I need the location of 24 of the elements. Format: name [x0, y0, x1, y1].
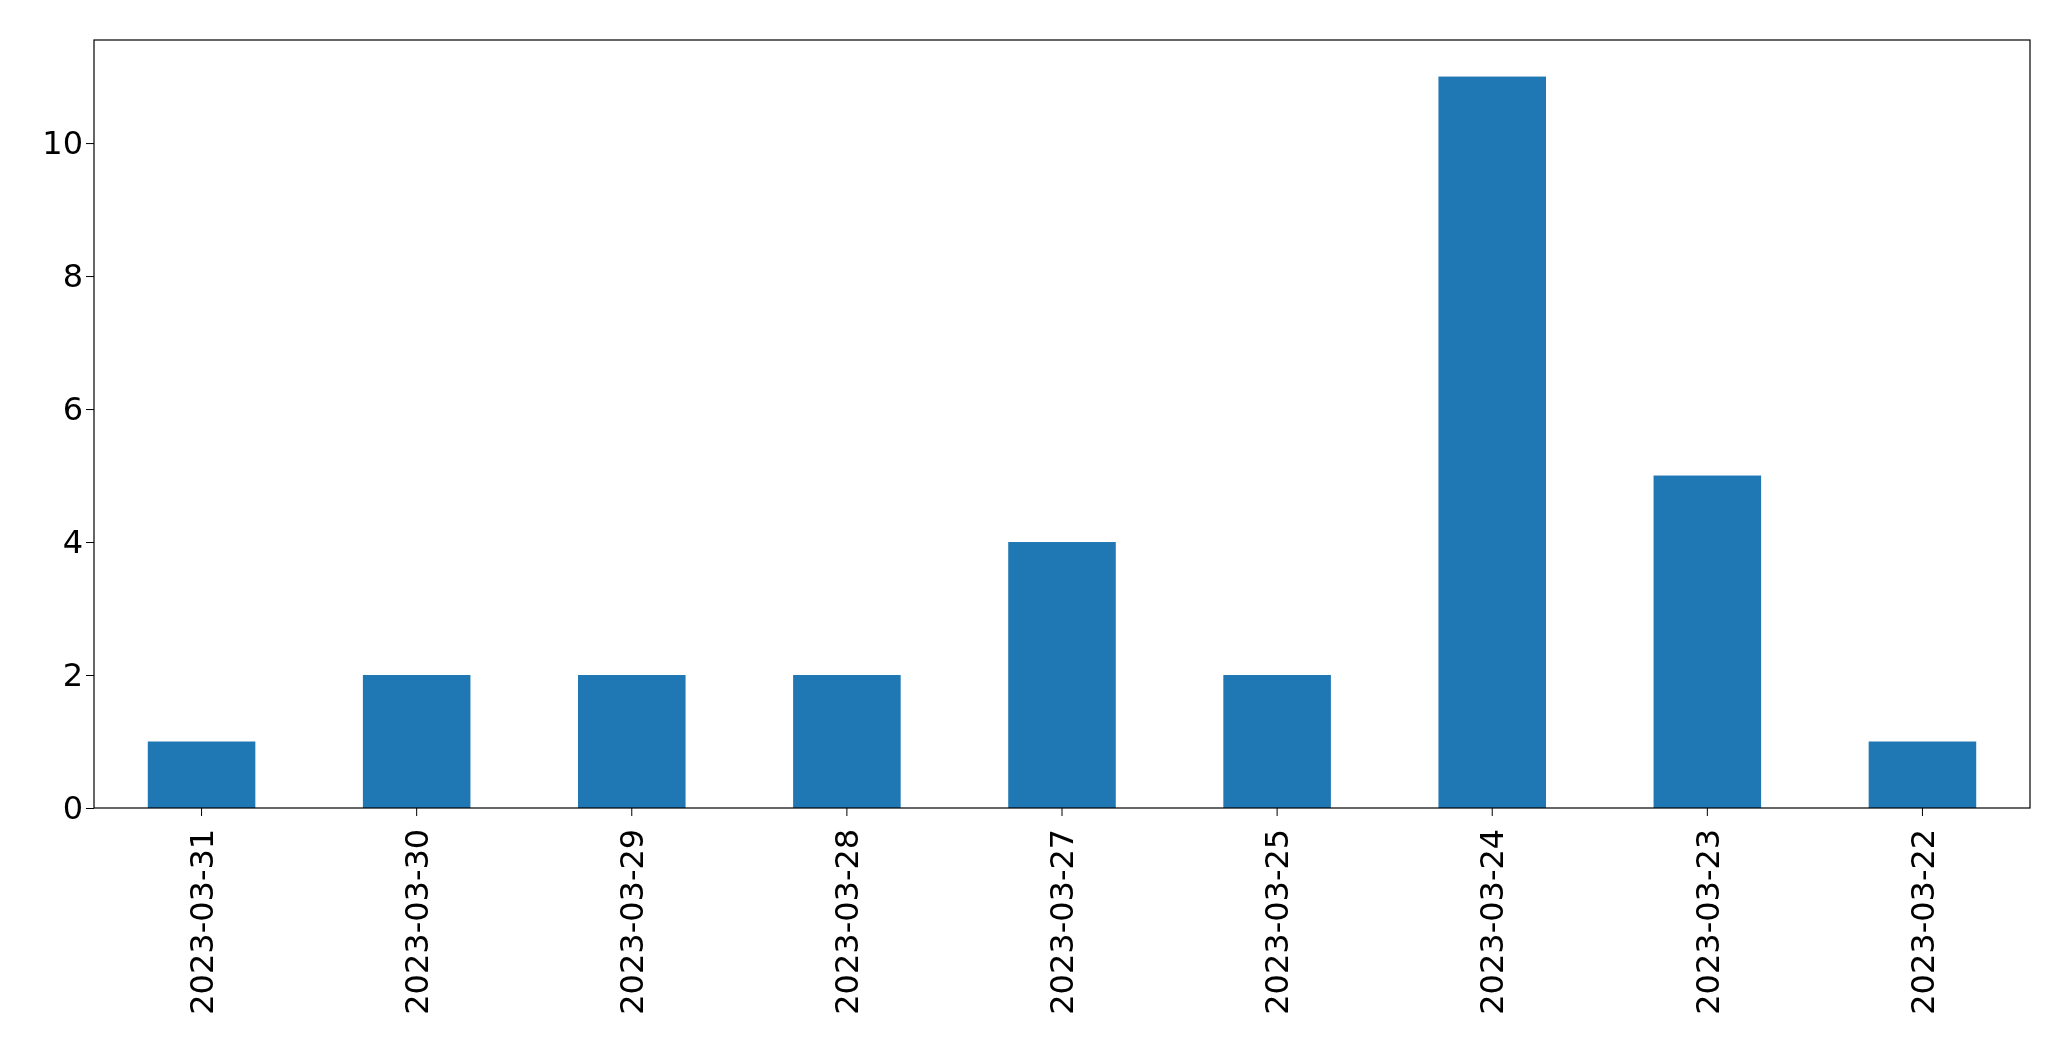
y-tick-label: 4 [62, 522, 83, 561]
bar [362, 675, 471, 808]
x-tick-label: 2023-03-30 [397, 828, 436, 1015]
bar [578, 675, 686, 808]
y-tick-label: 6 [62, 389, 83, 428]
x-tick-label: 2023-03-27 [1043, 828, 1082, 1015]
x-tick-label: 2023-03-22 [1903, 828, 1942, 1015]
x-tick-label: 2023-03-23 [1688, 828, 1727, 1015]
bar [1223, 675, 1331, 808]
y-tick-label: 10 [42, 123, 83, 162]
bar [1008, 542, 1116, 808]
bar [1868, 741, 1977, 808]
x-tick-label: 2023-03-31 [182, 828, 221, 1015]
bar [147, 741, 256, 808]
bar [1438, 76, 1546, 808]
bar [1653, 475, 1762, 808]
x-tick-label: 2023-03-28 [828, 828, 867, 1015]
bar [793, 675, 901, 808]
y-tick-label: 8 [62, 256, 83, 295]
x-tick-label: 2023-03-29 [612, 828, 651, 1015]
y-tick-label: 0 [62, 788, 83, 827]
x-tick-label: 2023-03-25 [1258, 828, 1297, 1015]
x-tick-label: 2023-03-24 [1473, 828, 1512, 1015]
y-tick-label: 2 [62, 655, 83, 694]
